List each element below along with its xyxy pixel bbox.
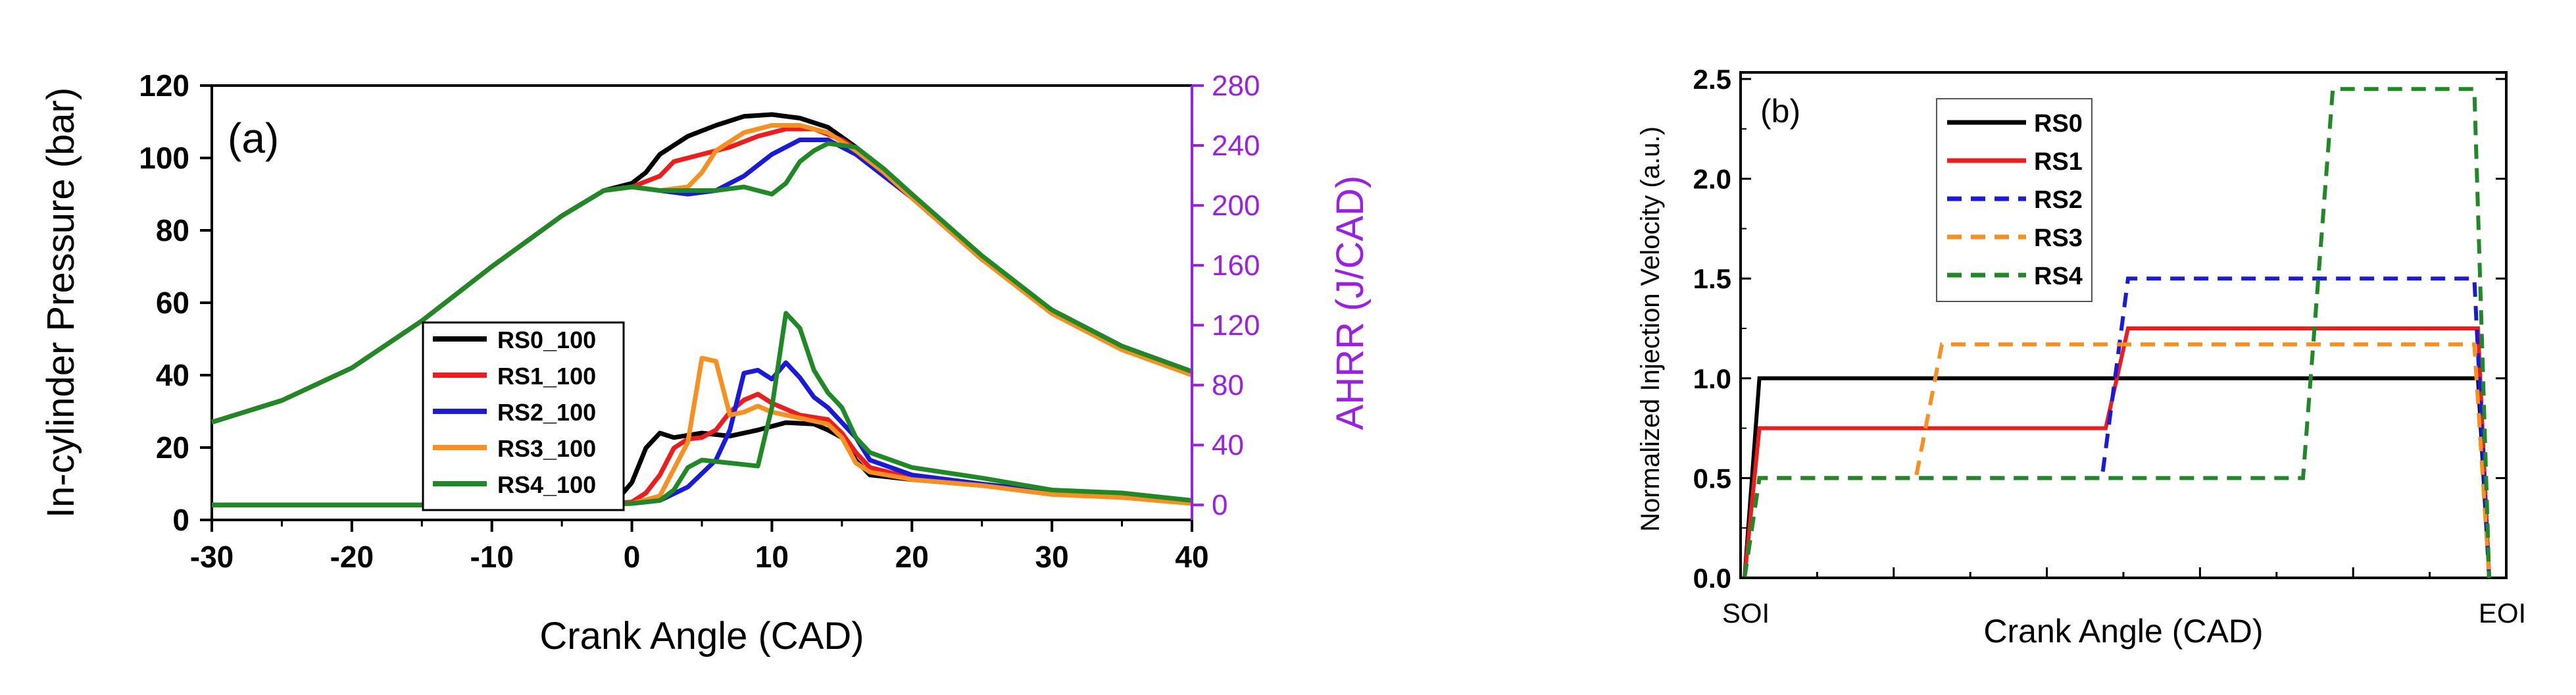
panel-a-legend-label: RS0_100 xyxy=(497,326,596,353)
panel-b-line-RS1 xyxy=(1743,326,2491,579)
panel-a-y-tick-label: 40 xyxy=(156,358,189,392)
panel-b-legend-label: RS4 xyxy=(2034,263,2083,290)
panel-a-y2-tick-label: 0 xyxy=(1212,489,1227,521)
panel-b-line-RS4 xyxy=(1743,87,2491,579)
panel-a-y2-tick-label: 280 xyxy=(1212,70,1260,102)
panel-b-ticks: 0.0 0.5 1.0 1.5 2.0 2.5 SOI EOI xyxy=(1693,64,2527,629)
panel-a-legend-label: RS1_100 xyxy=(497,363,596,390)
panel-a-y-tick-label: 20 xyxy=(156,430,189,465)
panel-a-y2-tick-label: 240 xyxy=(1212,130,1260,162)
panel-a-legend: RS0_100 RS1_100 RS2_100 RS3_100 RS4_100 xyxy=(422,321,625,511)
panel-a-y-tick-label: 100 xyxy=(139,141,189,175)
panel-a-y2-axis-label: AHRR (J/CAD) xyxy=(1329,176,1372,430)
panel-a-x-tick-label: -20 xyxy=(330,540,374,574)
panel-a-x-axis-label: Crank Angle (CAD) xyxy=(539,615,864,657)
panel-a-legend-label: RS4_100 xyxy=(497,471,596,498)
panel-b-y-tick-label: 1.0 xyxy=(1693,363,1731,394)
panel-b-legend: RS0 RS1 RS2 RS3 RS4 xyxy=(1936,98,2093,302)
panel-b-y-axis-label: Normalized Injection Velocity (a.u.) xyxy=(1636,126,1665,532)
panel-a-x-tick-label: 40 xyxy=(1175,540,1208,574)
panel-a-pressure-line-RS2_100 xyxy=(211,138,1193,425)
panel-b-y-tick-label: 1.5 xyxy=(1693,263,1731,294)
panel-a-legend-box xyxy=(422,321,625,511)
panel-a-x-tick-label: 10 xyxy=(755,540,789,574)
panel-a-x-tick-label: -30 xyxy=(190,540,234,574)
panel-b-injection-velocity-chart: 0.0 0.5 1.0 1.5 2.0 2.5 SOI EOI (b) Crank Angle… xyxy=(1636,64,2526,650)
panel-a-legend-label: RS2_100 xyxy=(497,399,596,426)
panel-b-y-tick-label: 0.0 xyxy=(1693,563,1731,594)
panel-b-curves xyxy=(1743,87,2491,579)
panel-b-y-tick-label: 0.5 xyxy=(1693,463,1731,494)
panel-b-y-tick-label: 2.0 xyxy=(1693,164,1731,195)
panel-b-legend-label: RS0 xyxy=(2034,110,2083,138)
panel-a-y-axis-label: In-cylinder Pressure (bar) xyxy=(39,88,82,518)
panel-a-y2-tick-label: 40 xyxy=(1212,429,1244,461)
panel-a-y-tick-label: 0 xyxy=(172,503,189,537)
panel-b-legend-label: RS1 xyxy=(2034,148,2083,176)
panel-a-ahrr-line-RS2_100 xyxy=(212,360,1193,507)
panel-a-y-tick-label: 120 xyxy=(139,68,189,103)
panel-a-pressure-ahrr-chart: -30 -20 -10 0 10 20 30 400204060801001200408012… xyxy=(39,68,1372,657)
panel-b-legend-box xyxy=(1936,98,2093,302)
panel-a-pressure-line-RS4_100 xyxy=(211,141,1193,425)
panel-a-x-tick-label: -10 xyxy=(470,540,513,574)
panel-a-pressure-line-RS0_100 xyxy=(211,112,1193,425)
panel-a-y2-tick-label: 160 xyxy=(1212,249,1260,282)
panel-b-x-tick-label-eoi: EOI xyxy=(2479,598,2526,629)
panel-a-y2-tick-label: 200 xyxy=(1212,190,1260,222)
panel-a-ticks: -30 -20 -10 0 10 20 30 400204060801001200408012… xyxy=(139,68,1260,574)
panel-b-legend-label: RS2 xyxy=(2034,186,2083,214)
panel-a-ahrr-line-RS4_100 xyxy=(212,311,1193,507)
panel-a-curves xyxy=(211,112,1193,507)
panel-a-x-tick-label: 0 xyxy=(624,540,641,574)
panel-a-pressure-line-RS3_100 xyxy=(211,123,1193,425)
panel-a-y2-tick-label: 80 xyxy=(1212,369,1244,401)
panel-a-y-tick-label: 60 xyxy=(156,286,189,320)
panel-a-x-tick-label: 30 xyxy=(1035,540,1069,574)
panel-a-label: (a) xyxy=(228,115,279,162)
panel-b-legend-label: RS3 xyxy=(2034,224,2083,252)
panel-b-x-axis-label: Crank Angle (CAD) xyxy=(1983,613,2263,650)
panel-a-legend-label: RS3_100 xyxy=(497,435,596,462)
panel-b-label: (b) xyxy=(1760,93,1800,130)
panel-b-x-tick-label-soi: SOI xyxy=(1722,598,1770,629)
panel-b-y-tick-label: 2.5 xyxy=(1693,64,1731,95)
panel-a-x-tick-label: 20 xyxy=(895,540,929,574)
panel-a-y2-tick-label: 120 xyxy=(1212,309,1260,342)
panel-a-y-tick-label: 80 xyxy=(156,213,189,247)
